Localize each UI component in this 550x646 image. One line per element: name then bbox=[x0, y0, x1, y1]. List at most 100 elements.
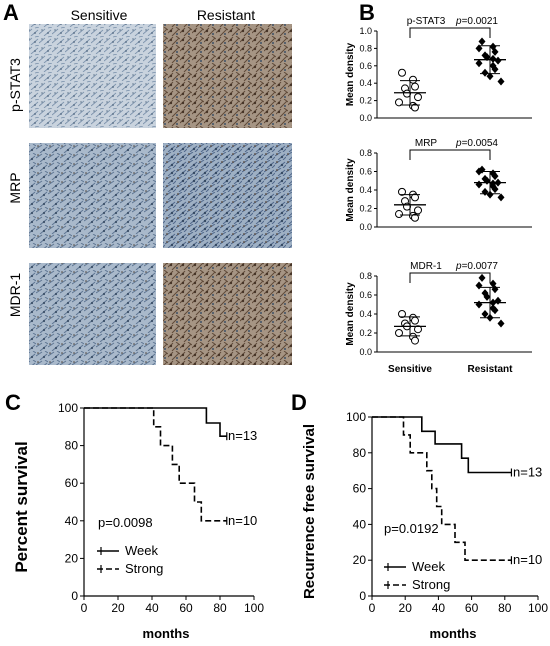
y-tick-label: 60 bbox=[353, 482, 367, 496]
data-point-sensitive bbox=[395, 329, 403, 337]
y-tick-label: 0.2 bbox=[359, 96, 372, 106]
y-tick-label: 0 bbox=[359, 589, 366, 603]
row-label-p-stat3: p-STAT3 bbox=[7, 58, 23, 112]
data-point-resistant bbox=[491, 47, 499, 56]
y-tick-label: 0.2 bbox=[359, 204, 372, 214]
p-value-symbol: p bbox=[455, 261, 462, 272]
micrograph-mdr-1-resistant bbox=[163, 263, 292, 365]
p-value: p=0.0021 bbox=[455, 16, 498, 27]
x-tick-label: 60 bbox=[179, 601, 193, 615]
km-plot-d: 0 20 40 60 80 100 0 20 40 60 80 100 Recurrence free … bbox=[301, 410, 548, 641]
group-size-label: n=13 bbox=[513, 464, 542, 479]
x-tick-label: 20 bbox=[399, 601, 413, 615]
y-tick-label: 0.0 bbox=[359, 113, 372, 123]
data-point-resistant bbox=[475, 281, 483, 290]
data-point-resistant bbox=[497, 193, 505, 202]
data-point-sensitive bbox=[411, 213, 419, 222]
x-tick-label: 0 bbox=[81, 601, 88, 615]
data-point-sensitive bbox=[411, 82, 419, 91]
y-tick-label: 1.0 bbox=[359, 26, 372, 36]
y-axis-label: Mean density bbox=[345, 42, 356, 106]
data-point-sensitive bbox=[411, 336, 419, 345]
x-tick-label: 100 bbox=[244, 601, 264, 615]
data-point-resistant bbox=[481, 68, 489, 77]
data-point-sensitive bbox=[409, 75, 417, 84]
x-axis-label: months bbox=[430, 626, 477, 641]
p-value-symbol: p bbox=[455, 138, 462, 149]
data-point-resistant bbox=[483, 292, 491, 301]
y-axis-label: Recurrence free survival bbox=[301, 424, 318, 599]
x-tick-label: 80 bbox=[213, 601, 227, 615]
micrograph-p-stat3-sensitive bbox=[29, 24, 156, 128]
data-point-resistant bbox=[497, 77, 505, 86]
p-value-number: =0.0077 bbox=[462, 261, 499, 272]
marker-title: MDR-1 bbox=[410, 261, 442, 272]
survival-curve-strong bbox=[372, 416, 512, 561]
x-tick-label: 0 bbox=[369, 601, 376, 615]
data-point-resistant bbox=[475, 59, 483, 68]
x-tick-label: 80 bbox=[498, 601, 512, 615]
row-label-mrp: MRP bbox=[7, 172, 23, 203]
data-point-sensitive bbox=[403, 89, 411, 98]
y-tick-label: 0 bbox=[71, 589, 78, 603]
x-tick-label: 20 bbox=[111, 601, 125, 615]
group-size-label: n=10 bbox=[513, 552, 542, 567]
y-tick-label: 100 bbox=[346, 410, 366, 424]
survival-curve-week bbox=[84, 407, 227, 437]
significance-bracket bbox=[409, 149, 491, 160]
y-tick-label: 0.6 bbox=[359, 167, 372, 177]
x-tick-label: 40 bbox=[432, 601, 446, 615]
data-point-resistant bbox=[497, 319, 505, 328]
y-tick-label: 0.4 bbox=[359, 309, 372, 319]
data-point-resistant bbox=[478, 37, 486, 46]
panel-letter-c: C bbox=[5, 390, 21, 415]
significance-bracket bbox=[409, 272, 491, 283]
micrograph-mdr-1-sensitive bbox=[29, 263, 156, 365]
y-axis-label: Mean density bbox=[345, 158, 356, 222]
data-point-sensitive bbox=[411, 193, 419, 202]
p-value-symbol: p bbox=[455, 16, 462, 27]
panel-letter-d: D bbox=[291, 390, 307, 415]
column-header-resistant: Resistant bbox=[197, 7, 255, 23]
y-tick-label: 0.6 bbox=[359, 61, 372, 71]
data-point-resistant bbox=[489, 54, 497, 63]
y-tick-label: 60 bbox=[65, 476, 79, 490]
group-size-label: n=13 bbox=[228, 428, 257, 443]
legend-label-strong: Strong bbox=[412, 577, 450, 592]
data-point-resistant bbox=[475, 44, 483, 53]
marker-title: p-STAT3 bbox=[407, 16, 446, 27]
legend-label-week: Week bbox=[412, 559, 445, 574]
y-tick-label: 20 bbox=[65, 551, 79, 565]
micrograph-mrp-resistant bbox=[163, 143, 292, 248]
p-value: p=0.0192 bbox=[384, 521, 439, 536]
data-point-sensitive bbox=[414, 93, 422, 102]
x-tick-label: Sensitive bbox=[388, 364, 432, 375]
data-point-sensitive bbox=[395, 210, 403, 219]
data-point-resistant bbox=[475, 180, 483, 189]
y-tick-label: 0.2 bbox=[359, 328, 372, 338]
y-axis-label: Percent survival bbox=[12, 441, 31, 572]
data-point-sensitive bbox=[414, 206, 422, 215]
y-tick-label: 40 bbox=[353, 517, 367, 531]
data-point-resistant bbox=[489, 179, 497, 188]
data-point-resistant bbox=[491, 306, 499, 315]
data-point-sensitive bbox=[411, 316, 419, 325]
panel-letter-b: B bbox=[359, 0, 375, 25]
micrograph-p-stat3-resistant bbox=[163, 24, 292, 128]
y-tick-label: 80 bbox=[65, 439, 79, 453]
data-point-resistant bbox=[486, 190, 494, 199]
data-point-resistant bbox=[491, 172, 499, 181]
y-tick-label: 80 bbox=[353, 446, 367, 460]
y-tick-label: 0.4 bbox=[359, 78, 372, 88]
data-point-sensitive bbox=[398, 310, 406, 318]
group-size-label: n=10 bbox=[228, 513, 257, 528]
x-axis-label: months bbox=[143, 626, 190, 641]
survival-curve-strong bbox=[84, 407, 227, 522]
km-plot-c: 0 20 40 60 80 100 0 20 40 60 80 100 Percent survival… bbox=[12, 401, 264, 641]
data-point-resistant bbox=[491, 65, 499, 74]
y-tick-label: 0.8 bbox=[359, 271, 372, 281]
p-value: p=0.0054 bbox=[455, 138, 498, 149]
p-value: p=0.0098 bbox=[98, 515, 153, 530]
